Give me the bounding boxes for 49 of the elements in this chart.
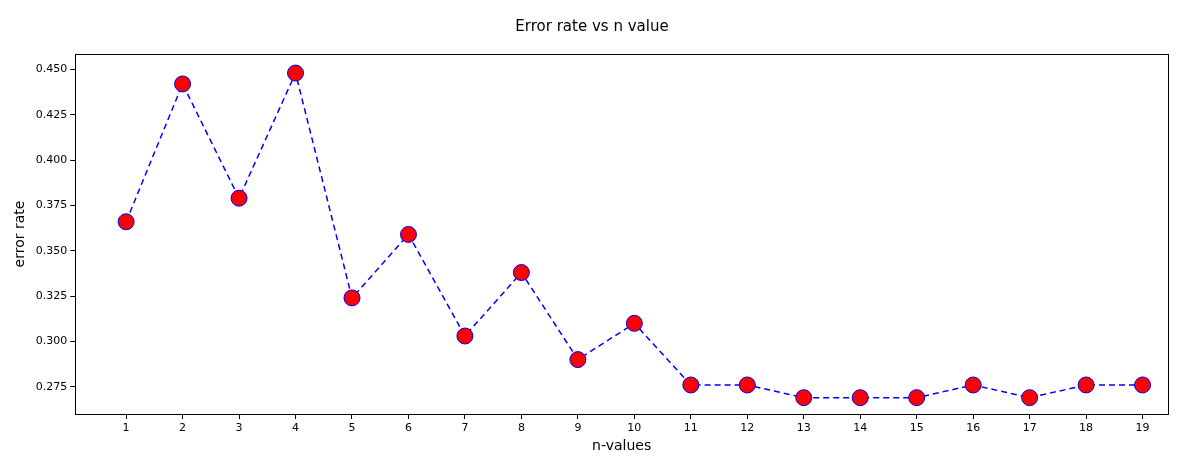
x-tick-label: 18 bbox=[1079, 421, 1094, 435]
x-tick-label: 1 bbox=[122, 421, 130, 435]
point bbox=[117, 213, 135, 231]
x-tick-label: 16 bbox=[966, 421, 981, 435]
x-tick-label: 2 bbox=[179, 421, 187, 435]
point bbox=[174, 75, 192, 93]
x-tick-label: 9 bbox=[574, 421, 582, 435]
point bbox=[851, 389, 869, 407]
point bbox=[964, 376, 982, 394]
point bbox=[399, 225, 417, 243]
x-tick-label: 6 bbox=[404, 421, 412, 435]
point bbox=[908, 389, 926, 407]
point bbox=[569, 351, 587, 369]
y-tick-label: 0.275 bbox=[35, 379, 68, 393]
y-tick-label: 0.325 bbox=[35, 288, 68, 302]
x-tick-label: 15 bbox=[909, 421, 924, 435]
point bbox=[795, 389, 813, 407]
x-tick-label: 14 bbox=[853, 421, 868, 435]
point bbox=[456, 327, 474, 345]
point bbox=[287, 64, 305, 82]
x-axis-title: n-values bbox=[592, 437, 652, 454]
y-tick-label: 0.300 bbox=[35, 334, 68, 348]
point bbox=[1021, 389, 1039, 407]
x-tick-label: 13 bbox=[796, 421, 811, 435]
x-tick-label: 12 bbox=[740, 421, 755, 435]
point bbox=[230, 189, 248, 207]
x-tick-label: 11 bbox=[683, 421, 698, 435]
chart-title: Error rate vs n value bbox=[515, 16, 669, 35]
point bbox=[1134, 376, 1152, 394]
x-tick-label: 8 bbox=[517, 421, 525, 435]
point bbox=[512, 264, 530, 282]
y-tick-label: 0.375 bbox=[35, 198, 68, 212]
x-tick-label: 3 bbox=[235, 421, 243, 435]
y-tick-label: 0.425 bbox=[35, 107, 68, 121]
y-tick-label: 0.450 bbox=[35, 62, 68, 76]
x-tick-label: 10 bbox=[627, 421, 642, 435]
y-axis-title: error rate bbox=[11, 200, 28, 268]
point bbox=[343, 289, 361, 307]
x-tick-label: 5 bbox=[348, 421, 356, 435]
point bbox=[682, 376, 700, 394]
y-tick-label: 0.350 bbox=[35, 243, 68, 257]
point bbox=[625, 314, 643, 332]
y-tick-label: 0.400 bbox=[35, 152, 68, 166]
x-tick-label: 7 bbox=[461, 421, 469, 435]
x-tick-label: 17 bbox=[1022, 421, 1037, 435]
x-tick-label: 4 bbox=[292, 421, 300, 435]
x-tick-label: 19 bbox=[1135, 421, 1150, 435]
point bbox=[738, 376, 756, 394]
point bbox=[1077, 376, 1095, 394]
